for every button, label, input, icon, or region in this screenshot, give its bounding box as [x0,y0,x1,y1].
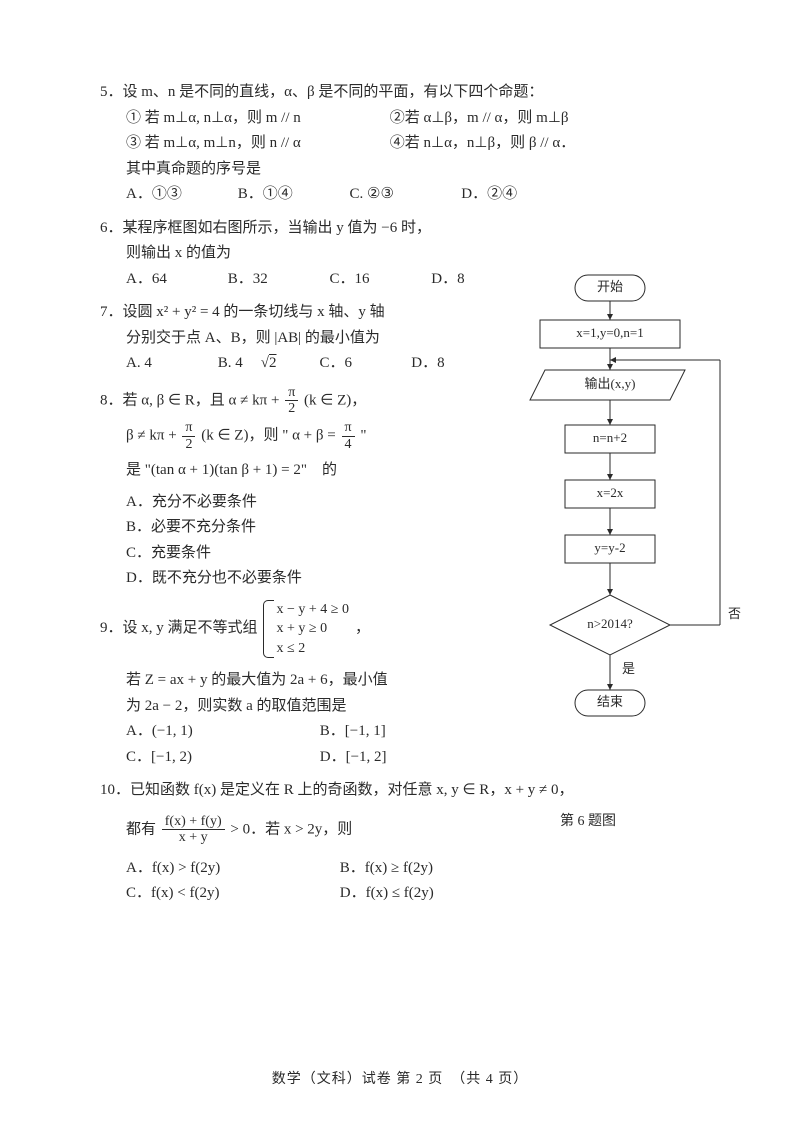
q8-choice-c: C．充要条件 [100,541,500,567]
q5-tail: 其中真命题的序号是 [100,157,740,183]
q8-choice-a: A．充分不必要条件 [100,490,500,516]
q8-l1b: (k ∈ Z)， [304,392,366,408]
q7-choice-c: C．6 [320,351,390,377]
q8-l3: 是 "(tan α + 1)(tan β + 1) = 2" 的 [100,458,500,484]
q8-l2c: " [360,428,366,444]
svg-text:是: 是 [622,661,635,676]
q10-l2b: > 0．若 x > 2y，则 [230,821,352,837]
flowchart-q6: 开始 x=1,y=0,n=1 输出(x,y) n=n+2 x=2x y=y-2 … [510,270,740,810]
svg-text:输出(x,y): 输出(x,y) [585,376,636,391]
q6-choice-c: C．16 [330,267,410,293]
q8-choice-b: B．必要不充分条件 [100,515,500,541]
question-8: 8．若 α, β ∈ R，且 α ≠ kπ + π2 (k ∈ Z)， β ≠ … [100,385,500,592]
question-5: 5．设 m、n 是不同的直线，α、β 是不同的平面，有以下四个命题： ① 若 m… [100,80,740,208]
q6-choice-a: A．64 [126,267,206,293]
q10-frac: f(x) + f(y) x + y [162,814,225,846]
q5-choice-c: C. ②③ [350,182,440,208]
svg-text:结束: 结束 [597,694,623,709]
q8-choice-d: D．既不充分也不必要条件 [100,566,500,592]
q5-p1: ① 若 m⊥α, n⊥α，则 m // n [126,106,386,132]
q8-frac3: π4 [342,420,355,452]
q7-choice-d: D．8 [411,351,444,377]
q7-choice-a: A. 4 [126,351,196,377]
q8-l1a: 8．若 α, β ∈ R，且 α ≠ kπ + [100,392,279,408]
q5-p2: ②若 α⊥β，m // α，则 m⊥β [390,110,569,126]
svg-text:x=2x: x=2x [597,485,624,500]
flowchart-caption: 第 6 题图 [560,810,616,834]
q5-stem: 5．设 m、n 是不同的直线，α、β 是不同的平面，有以下四个命题： [100,80,740,106]
q10-choice-c: C．f(x) < f(2y) [126,881,336,907]
q7-l1: 7．设圆 x² + y² = 4 的一条切线与 x 轴、y 轴 [100,300,500,326]
q5-choice-b: B．①④ [238,182,328,208]
q9-choice-c: C．[−1, 2) [126,745,316,771]
svg-text:x=1,y=0,n=1: x=1,y=0,n=1 [576,325,644,340]
q6-l1: 6．某程序框图如右图所示，当输出 y 值为 −6 时， [100,216,500,242]
q8-frac1: π2 [285,385,298,417]
q9-choice-b: B．[−1, 1] [320,723,386,739]
q9-choice-d: D．[−1, 2] [320,749,387,765]
svg-text:y=y-2: y=y-2 [594,540,625,555]
q7-choice-b: B. 4√2 [218,351,298,377]
question-9: 9．设 x, y 满足不等式组 x − y + 4 ≥ 0 x + y ≥ 0 … [100,600,500,771]
q9-l2: 若 Z = ax + y 的最大值为 2a + 6，最小值 [100,668,500,694]
q10-choice-a: A．f(x) > f(2y) [126,856,336,882]
q9-l3: 为 2a − 2，则实数 a 的取值范围是 [100,694,500,720]
svg-text:n>2014?: n>2014? [587,616,633,631]
q8-frac2: π2 [182,420,195,452]
svg-text:开始: 开始 [597,279,623,294]
question-6: 6．某程序框图如右图所示，当输出 y 值为 −6 时， 则输出 x 的值为 A．… [100,216,500,293]
q5-p4: ④若 n⊥α，n⊥β，则 β // α． [390,135,575,151]
q10-choice-b: B．f(x) ≥ f(2y) [340,860,433,876]
page-footer: 数学（文科）试卷 第 2 页 （共 4 页） [0,1068,800,1092]
q5-p3: ③ 若 m⊥α, m⊥n，则 n // α [126,131,386,157]
q5-choice-d: D．②④ [461,182,517,208]
q7-l2: 分别交于点 A、B，则 |AB| 的最小值为 [100,326,500,352]
q9-brace: x − y + 4 ≥ 0 x + y ≥ 0 x ≤ 2 [262,600,349,659]
q5-choice-a: A．①③ [126,182,216,208]
svg-text:n=n+2: n=n+2 [593,430,627,445]
q9-choice-a: A．(−1, 1) [126,719,316,745]
q10-choice-d: D．f(x) ≤ f(2y) [340,885,434,901]
q9-l1: 9．设 x, y 满足不等式组 [100,616,258,642]
q6-choice-d: D．8 [431,267,464,293]
question-7: 7．设圆 x² + y² = 4 的一条切线与 x 轴、y 轴 分别交于点 A、… [100,300,500,377]
svg-text:否: 否 [728,606,741,621]
q8-l2b: (k ∈ Z)，则 " α + β = [201,428,336,444]
q6-choice-b: B．32 [228,267,308,293]
q6-l2: 则输出 x 的值为 [100,241,500,267]
q10-l2a: 都有 [126,821,156,837]
q8-l2a: β ≠ kπ + [126,428,177,444]
